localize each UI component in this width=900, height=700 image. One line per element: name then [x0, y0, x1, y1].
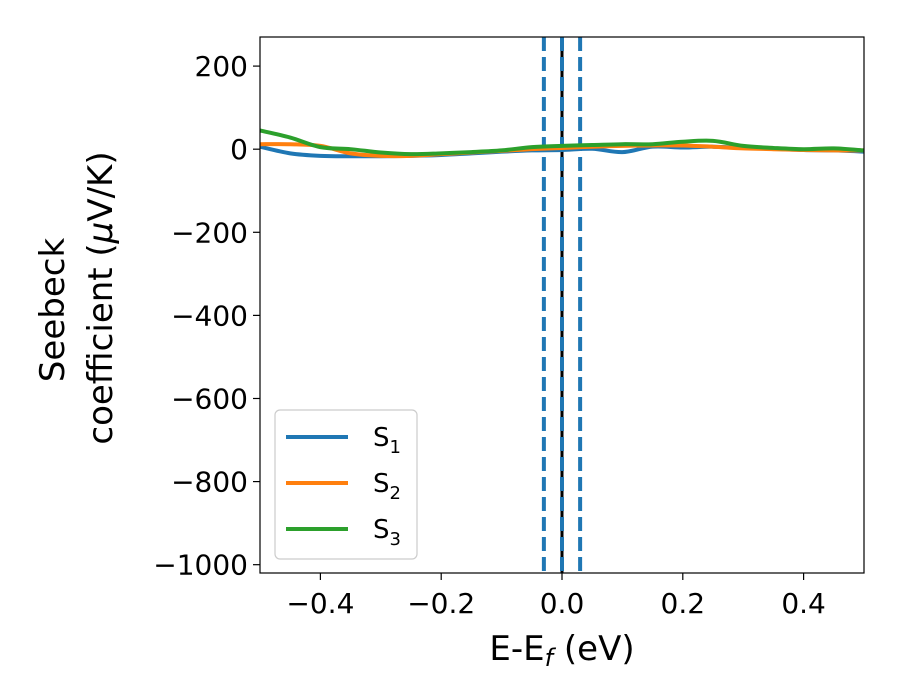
y-axis-title: Seebeck coefficient (μV/K)	[33, 151, 121, 444]
y-tick-label: −800	[171, 466, 248, 499]
x-tick-label: −0.4	[286, 587, 354, 620]
series-line-3	[259, 128, 865, 157]
y-tick-label: −400	[171, 299, 248, 332]
y-tick-label: −200	[171, 216, 248, 249]
legend-label: S1	[373, 423, 401, 458]
y-tick-label: −600	[171, 382, 248, 415]
y-axis-title-line1: Seebeck	[33, 238, 73, 383]
x-axis-title: E-Ef (eV)	[489, 629, 634, 672]
series-lines	[259, 128, 865, 159]
reference-lines	[541, 37, 583, 573]
y-tick-label: 0	[230, 133, 248, 166]
x-tick-label: 0.2	[661, 587, 706, 620]
y-tick-label: −1000	[153, 549, 248, 582]
x-tick-label: 0.0	[540, 587, 585, 620]
y-axis-title-line2: coefficient (μV/K)	[81, 151, 121, 444]
x-tick-label: −0.2	[407, 587, 475, 620]
x-tick-label: 0.4	[781, 587, 826, 620]
legend: S1 S2 S3	[274, 409, 418, 560]
axes: −0.4 −0.2 0.0 0.2 0.4 200 0 −200 −400 −600 −800 −10…	[153, 36, 865, 620]
legend-label: S2	[373, 469, 401, 504]
legend-label: S3	[373, 515, 401, 550]
y-tick-label: 200	[195, 50, 248, 83]
